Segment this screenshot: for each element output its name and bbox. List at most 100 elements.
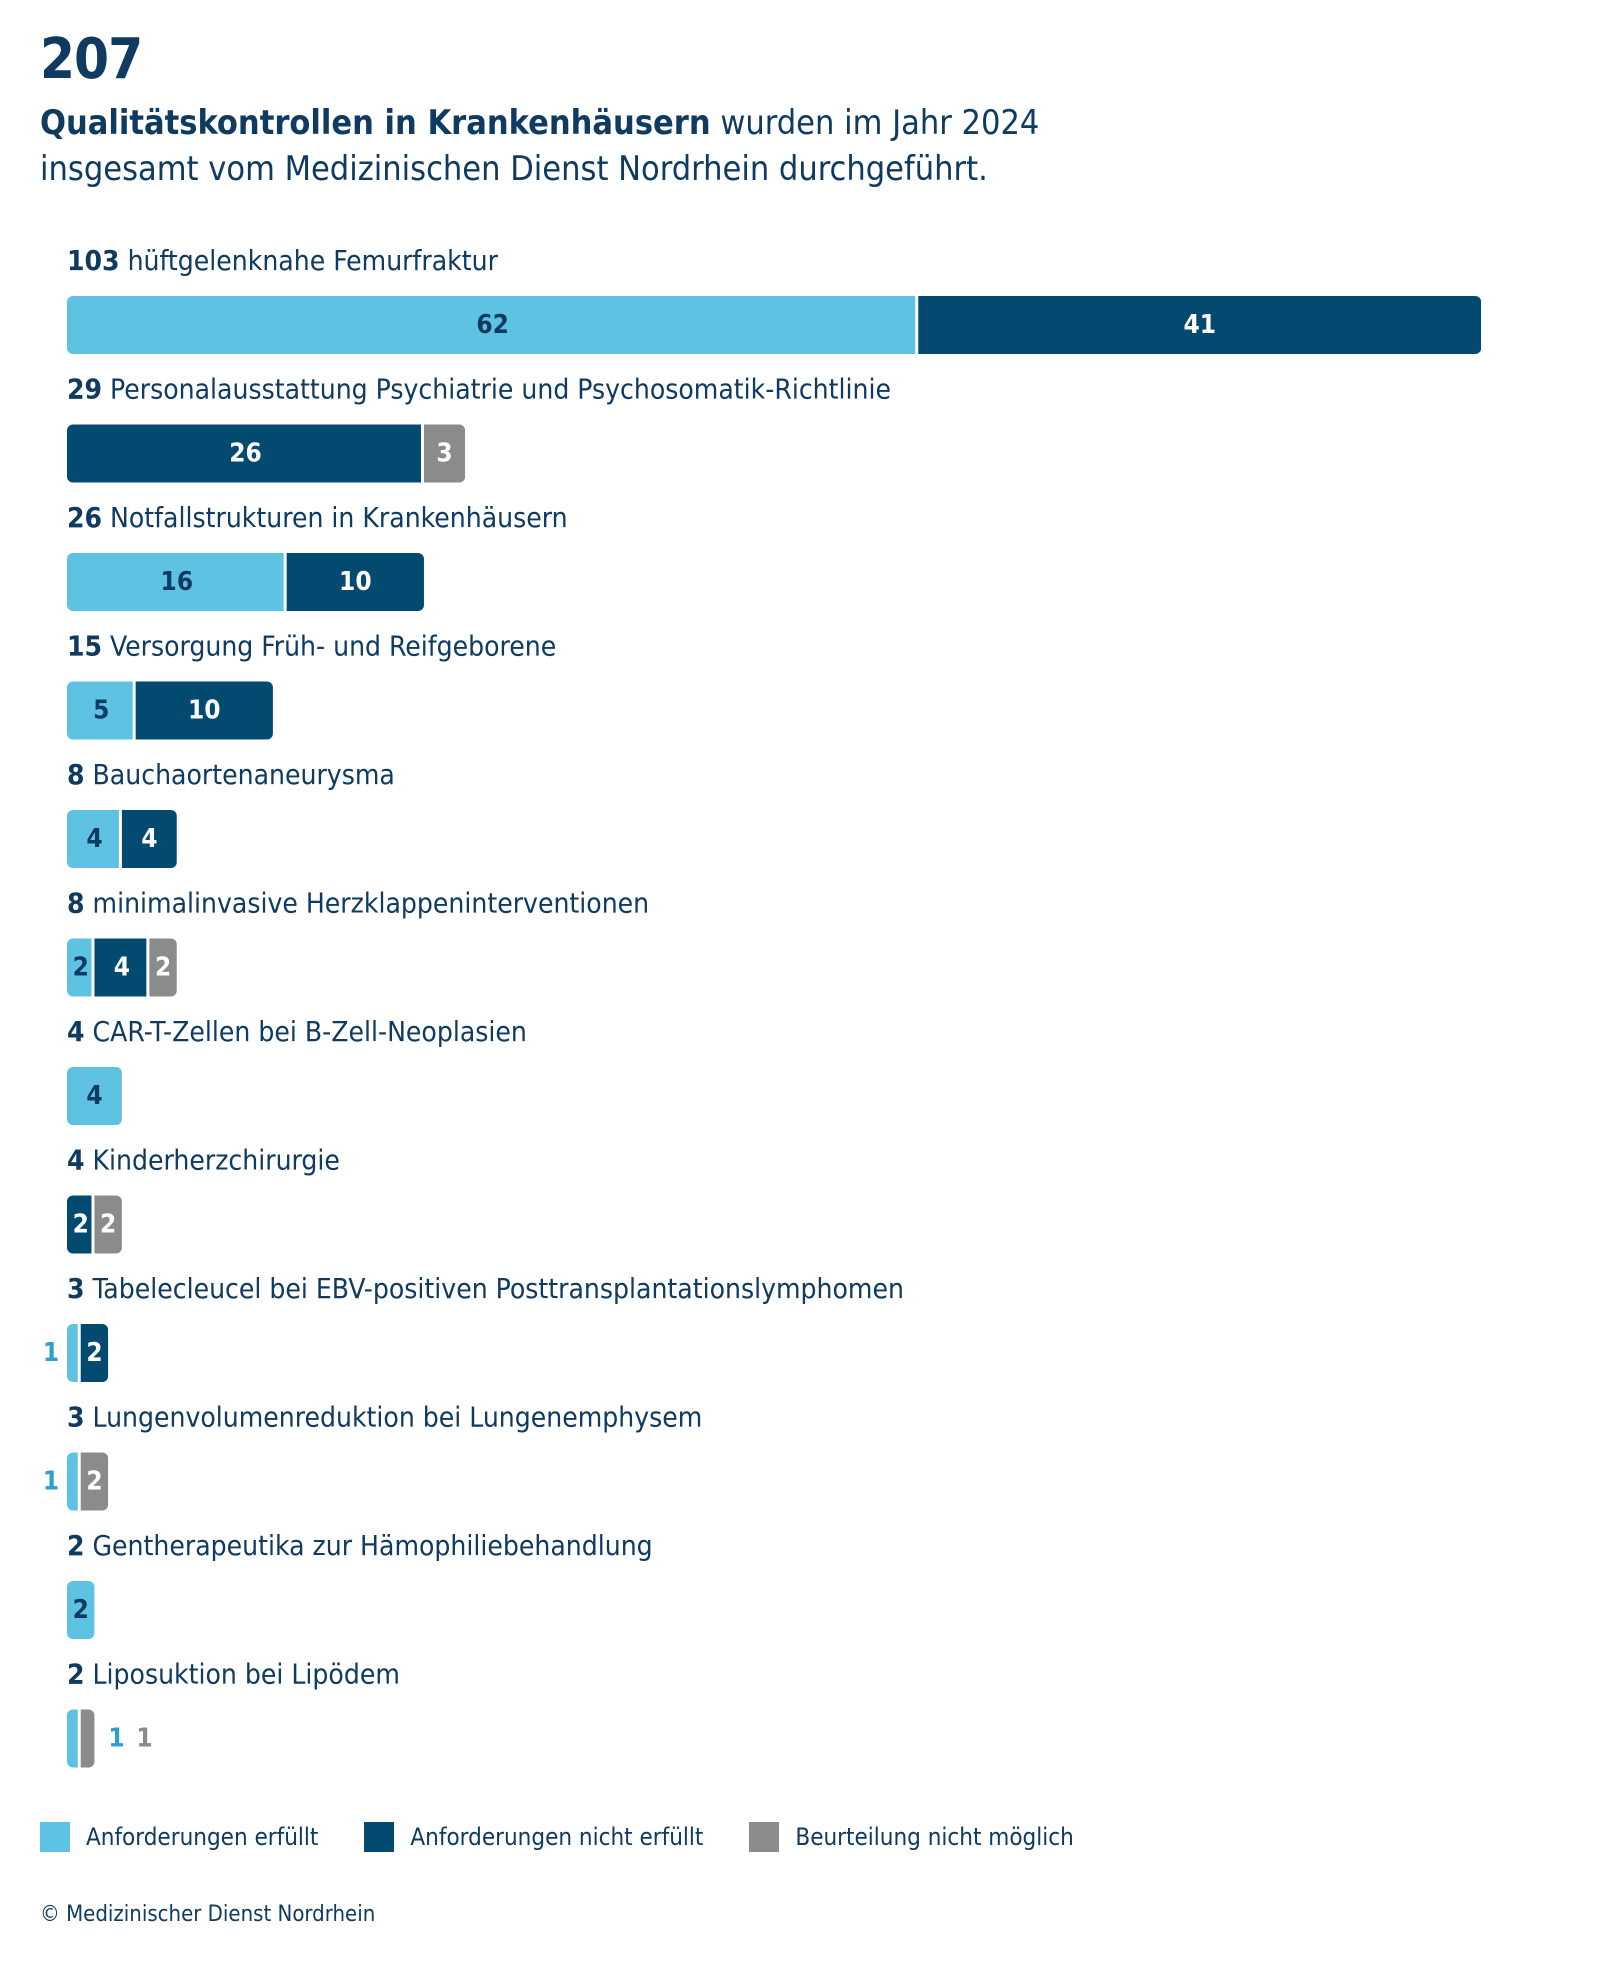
bar-value-label: 4 [114,953,130,983]
category-label: 8 minimalinvasive Herzklappeninterventio… [67,887,649,920]
bar-value-label: 10 [188,696,221,726]
bar-value-label: 4 [86,824,102,854]
bar-row [67,1324,109,1382]
bar-value-label: 2 [86,1467,102,1497]
bar-value-label: 5 [93,696,109,726]
bar-value-label: 41 [1183,310,1216,340]
subtitle-bold: Qualitätskontrollen in Krankenhäusern [40,103,711,143]
bar-value-label: 2 [73,953,89,983]
bar-row [67,1195,122,1254]
bar-value-label: 2 [73,1210,89,1240]
bar-segment-not-possible [94,1195,122,1254]
category-name: Tabelecleucel bei EBV-positiven Posttran… [85,1272,904,1305]
bar-segment-fulfilled [67,1324,78,1382]
bar-segment-not-fulfilled [67,1195,92,1254]
bar-row [67,296,1482,354]
headline: 207 Qualitätskontrollen in Krankenhäuser… [40,32,1140,192]
bar-segment-not-possible [80,1452,109,1511]
bar-value-label: 2 [155,953,171,983]
category-name: Lungenvolumenreduktion bei Lungenemphyse… [85,1401,703,1434]
bar-segment-not-fulfilled [121,810,177,868]
category-label: 3 Lungenvolumenreduktion bei Lungenemphy… [67,1401,702,1434]
category-label: 26 Notfallstrukturen in Krankenhäusern [67,501,568,534]
category-label: 8 Bauchaortenaneurysma [67,758,395,791]
category-name: Bauchaortenaneurysma [85,758,395,791]
bar-segment-fulfilled [67,681,133,740]
bar-row [67,1067,122,1125]
legend-label-fulfilled: Anforderungen erfüllt [86,1823,319,1851]
bar-value-label: 26 [229,439,262,469]
bar-row [67,553,424,611]
bar-value-label: 2 [73,1595,89,1625]
category-name: Notfallstrukturen in Krankenhäusern [102,501,568,534]
legend-label-not-possible: Beurteilung nicht möglich [795,1823,1074,1851]
bar-value-label: 3 [436,439,452,469]
bar-value-label: 2 [86,1338,102,1368]
bar-segment-not-possible [149,938,177,997]
category-label: 3 Tabelecleucel bei EBV-positiven Posttr… [67,1272,904,1305]
category-name: CAR-T-Zellen bei B-Zell-Neoplasien [85,1015,527,1048]
category-label: 4 CAR-T-Zellen bei B-Zell-Neoplasien [67,1015,527,1048]
bar-segment-not-fulfilled [918,296,1482,354]
legend: Anforderungen erfüllt Anforderungen nich… [40,1822,1120,1852]
category-name: Kinderherzchirurgie [85,1144,340,1177]
legend-swatch-fulfilled [40,1822,70,1852]
bar-row [67,681,273,740]
bar-row [67,1452,109,1511]
bar-segment-not-fulfilled [94,938,147,997]
category-total: 8 [67,887,85,920]
bar-value-label: 16 [161,567,194,597]
bar-segment-fulfilled [67,553,284,611]
category-total: 26 [67,501,102,534]
legend-item-not-possible: Beurteilung nicht möglich [749,1822,1074,1852]
category-name: Personalausstattung Psychiatrie und Psyc… [102,373,891,406]
bar-segment-fulfilled [67,810,119,868]
bar-value-label: 1 [108,1724,124,1754]
category-name: hüftgelenknahe Femurfraktur [120,244,499,277]
bar-segment-fulfilled [67,938,92,997]
legend-label-not-fulfilled: Anforderungen nicht erfüllt [410,1823,704,1851]
bar-row [67,1581,95,1639]
legend-item-not-fulfilled: Anforderungen nicht erfüllt [364,1822,703,1852]
bar-row [67,1709,95,1768]
bar-value-label: 4 [86,1081,102,1111]
bar-segment-not-fulfilled [67,424,421,483]
category-name: minimalinvasive Herzklappeninterventione… [85,887,650,920]
legend-item-fulfilled: Anforderungen erfüllt [40,1822,318,1852]
category-total: 4 [67,1015,85,1048]
category-label: 2 Gentherapeutika zur Hämophiliebehandlu… [67,1529,653,1562]
bar-segment-fulfilled [67,1067,122,1125]
category-total: 3 [67,1401,85,1434]
bar-value-label: 2 [100,1210,116,1240]
bar-value-label: 10 [339,567,372,597]
copyright: © Medizinischer Dienst Nordrhein [40,1902,376,1927]
bar-segment-fulfilled [67,296,916,354]
category-total: 2 [67,1658,85,1691]
category-total: 4 [67,1144,85,1177]
category-total: 3 [67,1272,85,1305]
bar-segment-not-fulfilled [135,681,273,740]
category-name: Liposuktion bei Lipödem [85,1658,400,1691]
legend-swatch-not-possible [749,1822,780,1852]
category-label: 103 hüftgelenknahe Femurfraktur [67,244,499,277]
bar-segment-fulfilled [67,1709,78,1768]
category-label: 2 Liposuktion bei Lipödem [67,1658,400,1691]
bar-segment-not-possible [80,1709,95,1768]
bar-value-label: 1 [136,1724,152,1754]
bar-row [67,810,177,868]
category-total: 29 [67,373,102,406]
total-count: 207 [40,27,143,92]
category-name: Versorgung Früh- und Reifgeborene [102,630,556,663]
subtitle-line2: insgesamt vom Medizinischen Dienst Nordr… [40,149,988,189]
bar-row [67,424,466,483]
category-total: 15 [67,630,102,663]
subtitle-line1-rest: wurden im Jahr 2024 [710,103,1040,143]
bar-value-label: 4 [141,824,157,854]
bar-segment-fulfilled [67,1452,78,1511]
category-label: 4 Kinderherzchirurgie [67,1144,340,1177]
bar-value-label: 1 [43,1338,59,1368]
bar-value-label: 1 [43,1467,59,1497]
category-total: 8 [67,758,85,791]
bar-segment-fulfilled [67,1581,95,1639]
